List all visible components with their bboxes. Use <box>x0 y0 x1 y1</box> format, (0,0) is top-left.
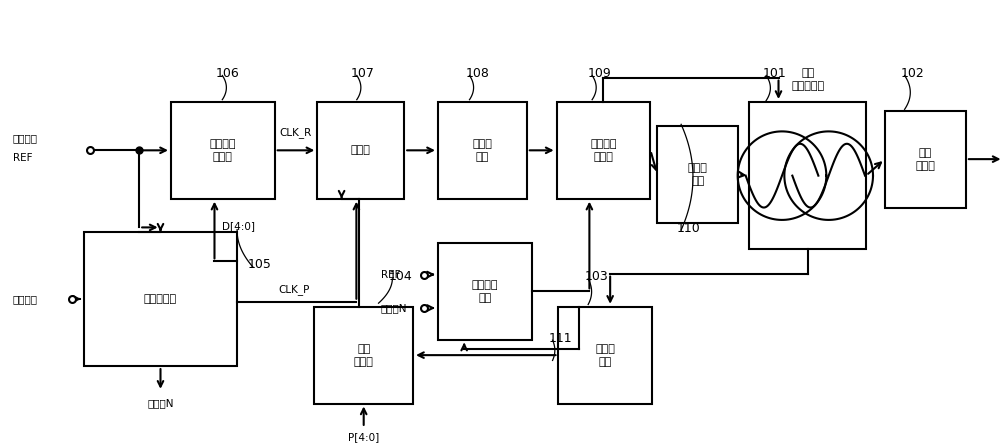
Text: 110: 110 <box>677 222 701 235</box>
Text: 数字环路
滤波器: 数字环路 滤波器 <box>590 139 617 162</box>
Bar <box>885 111 966 207</box>
Text: 102: 102 <box>901 67 924 80</box>
Text: 输出
缓冲器: 输出 缓冲器 <box>915 148 935 171</box>
Text: CLK_R: CLK_R <box>280 127 312 138</box>
Text: 数字输入: 数字输入 <box>13 294 38 304</box>
Text: 111: 111 <box>549 332 572 345</box>
Text: 除八分
频器: 除八分 频器 <box>596 343 615 367</box>
Text: 数字处理器: 数字处理器 <box>144 294 177 304</box>
Bar <box>171 102 275 199</box>
Text: P[4:0]: P[4:0] <box>348 432 379 442</box>
Text: 107: 107 <box>351 67 375 80</box>
Bar <box>749 102 866 249</box>
Text: 数模转
换器: 数模转 换器 <box>688 163 708 186</box>
Text: 分频比N: 分频比N <box>381 303 407 313</box>
Text: 频率锁定
模块: 频率锁定 模块 <box>472 280 498 303</box>
Text: 参考时钟: 参考时钟 <box>13 133 38 143</box>
Bar <box>657 126 738 223</box>
Bar <box>438 102 527 199</box>
Text: 采样器: 采样器 <box>351 145 371 155</box>
Bar <box>314 307 413 404</box>
Text: 分频比N: 分频比N <box>147 399 174 409</box>
Text: CLK_P: CLK_P <box>278 284 309 294</box>
Text: 数字时间
转换器: 数字时间 转换器 <box>210 139 236 162</box>
Text: 103: 103 <box>584 270 608 283</box>
Bar <box>558 307 652 404</box>
Bar <box>438 243 532 340</box>
Text: D[4:0]: D[4:0] <box>222 221 255 231</box>
Text: 模数转
换器: 模数转 换器 <box>472 139 492 162</box>
Bar <box>557 102 650 199</box>
Text: 109: 109 <box>588 67 612 80</box>
Bar <box>317 102 404 199</box>
Text: 101: 101 <box>762 67 786 80</box>
Text: 105: 105 <box>248 258 272 271</box>
Text: REF: REF <box>13 153 32 163</box>
Bar <box>84 232 237 366</box>
Text: 106: 106 <box>215 67 239 80</box>
Text: 相位
插値器: 相位 插値器 <box>354 343 374 367</box>
Text: REF: REF <box>381 269 400 280</box>
Text: 正交
压控振荡器: 正交 压控振荡器 <box>791 68 824 91</box>
Text: 108: 108 <box>466 67 489 80</box>
Text: 104: 104 <box>388 270 412 283</box>
